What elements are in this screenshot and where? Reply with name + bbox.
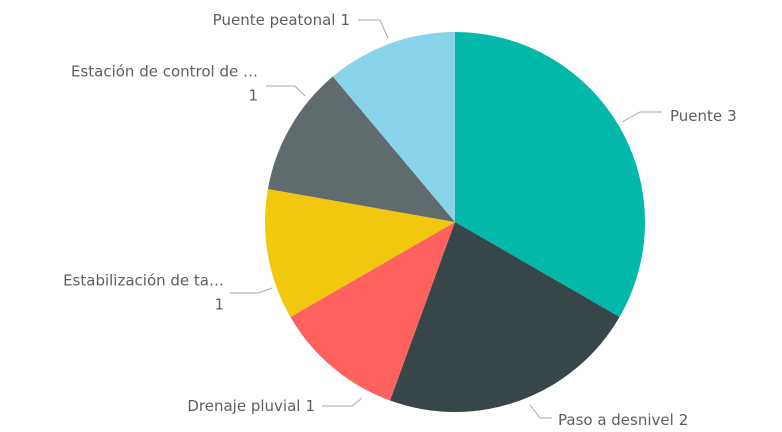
leader-line bbox=[230, 287, 273, 294]
slice-label: Puente peatonal 1 bbox=[213, 11, 350, 29]
pie-slice bbox=[332, 31, 455, 222]
slice-label: Puente 3 bbox=[670, 107, 737, 125]
slice-category: Puente bbox=[670, 107, 722, 125]
slice-label: Drenaje pluvial 1 bbox=[187, 397, 315, 415]
leader-line bbox=[322, 397, 363, 407]
slice-label: Estabilización de ta… bbox=[63, 272, 224, 290]
leader-line bbox=[266, 85, 306, 97]
pie-slice bbox=[290, 222, 455, 401]
slice-category: Paso a desnivel bbox=[558, 411, 674, 429]
leader-line bbox=[621, 111, 662, 123]
slice-value: 1 bbox=[214, 296, 224, 314]
slice-value: 2 bbox=[679, 411, 689, 429]
slice-value: 1 bbox=[305, 397, 315, 415]
pie-slice bbox=[390, 222, 620, 412]
slice-value: 1 bbox=[340, 11, 350, 29]
slice-label: Paso a desnivel 2 bbox=[558, 411, 688, 429]
leader-line bbox=[358, 19, 389, 39]
pie-slice bbox=[267, 76, 455, 222]
slice-category: Puente peatonal bbox=[213, 11, 336, 29]
pie-slice bbox=[265, 189, 455, 317]
slice-value: 3 bbox=[727, 107, 737, 125]
leader-line bbox=[529, 404, 552, 419]
slice-category: Drenaje pluvial bbox=[187, 397, 300, 415]
pie-slice bbox=[455, 32, 645, 317]
slice-value: 1 bbox=[248, 87, 258, 105]
slice-label: Estación de control de … bbox=[71, 63, 258, 81]
